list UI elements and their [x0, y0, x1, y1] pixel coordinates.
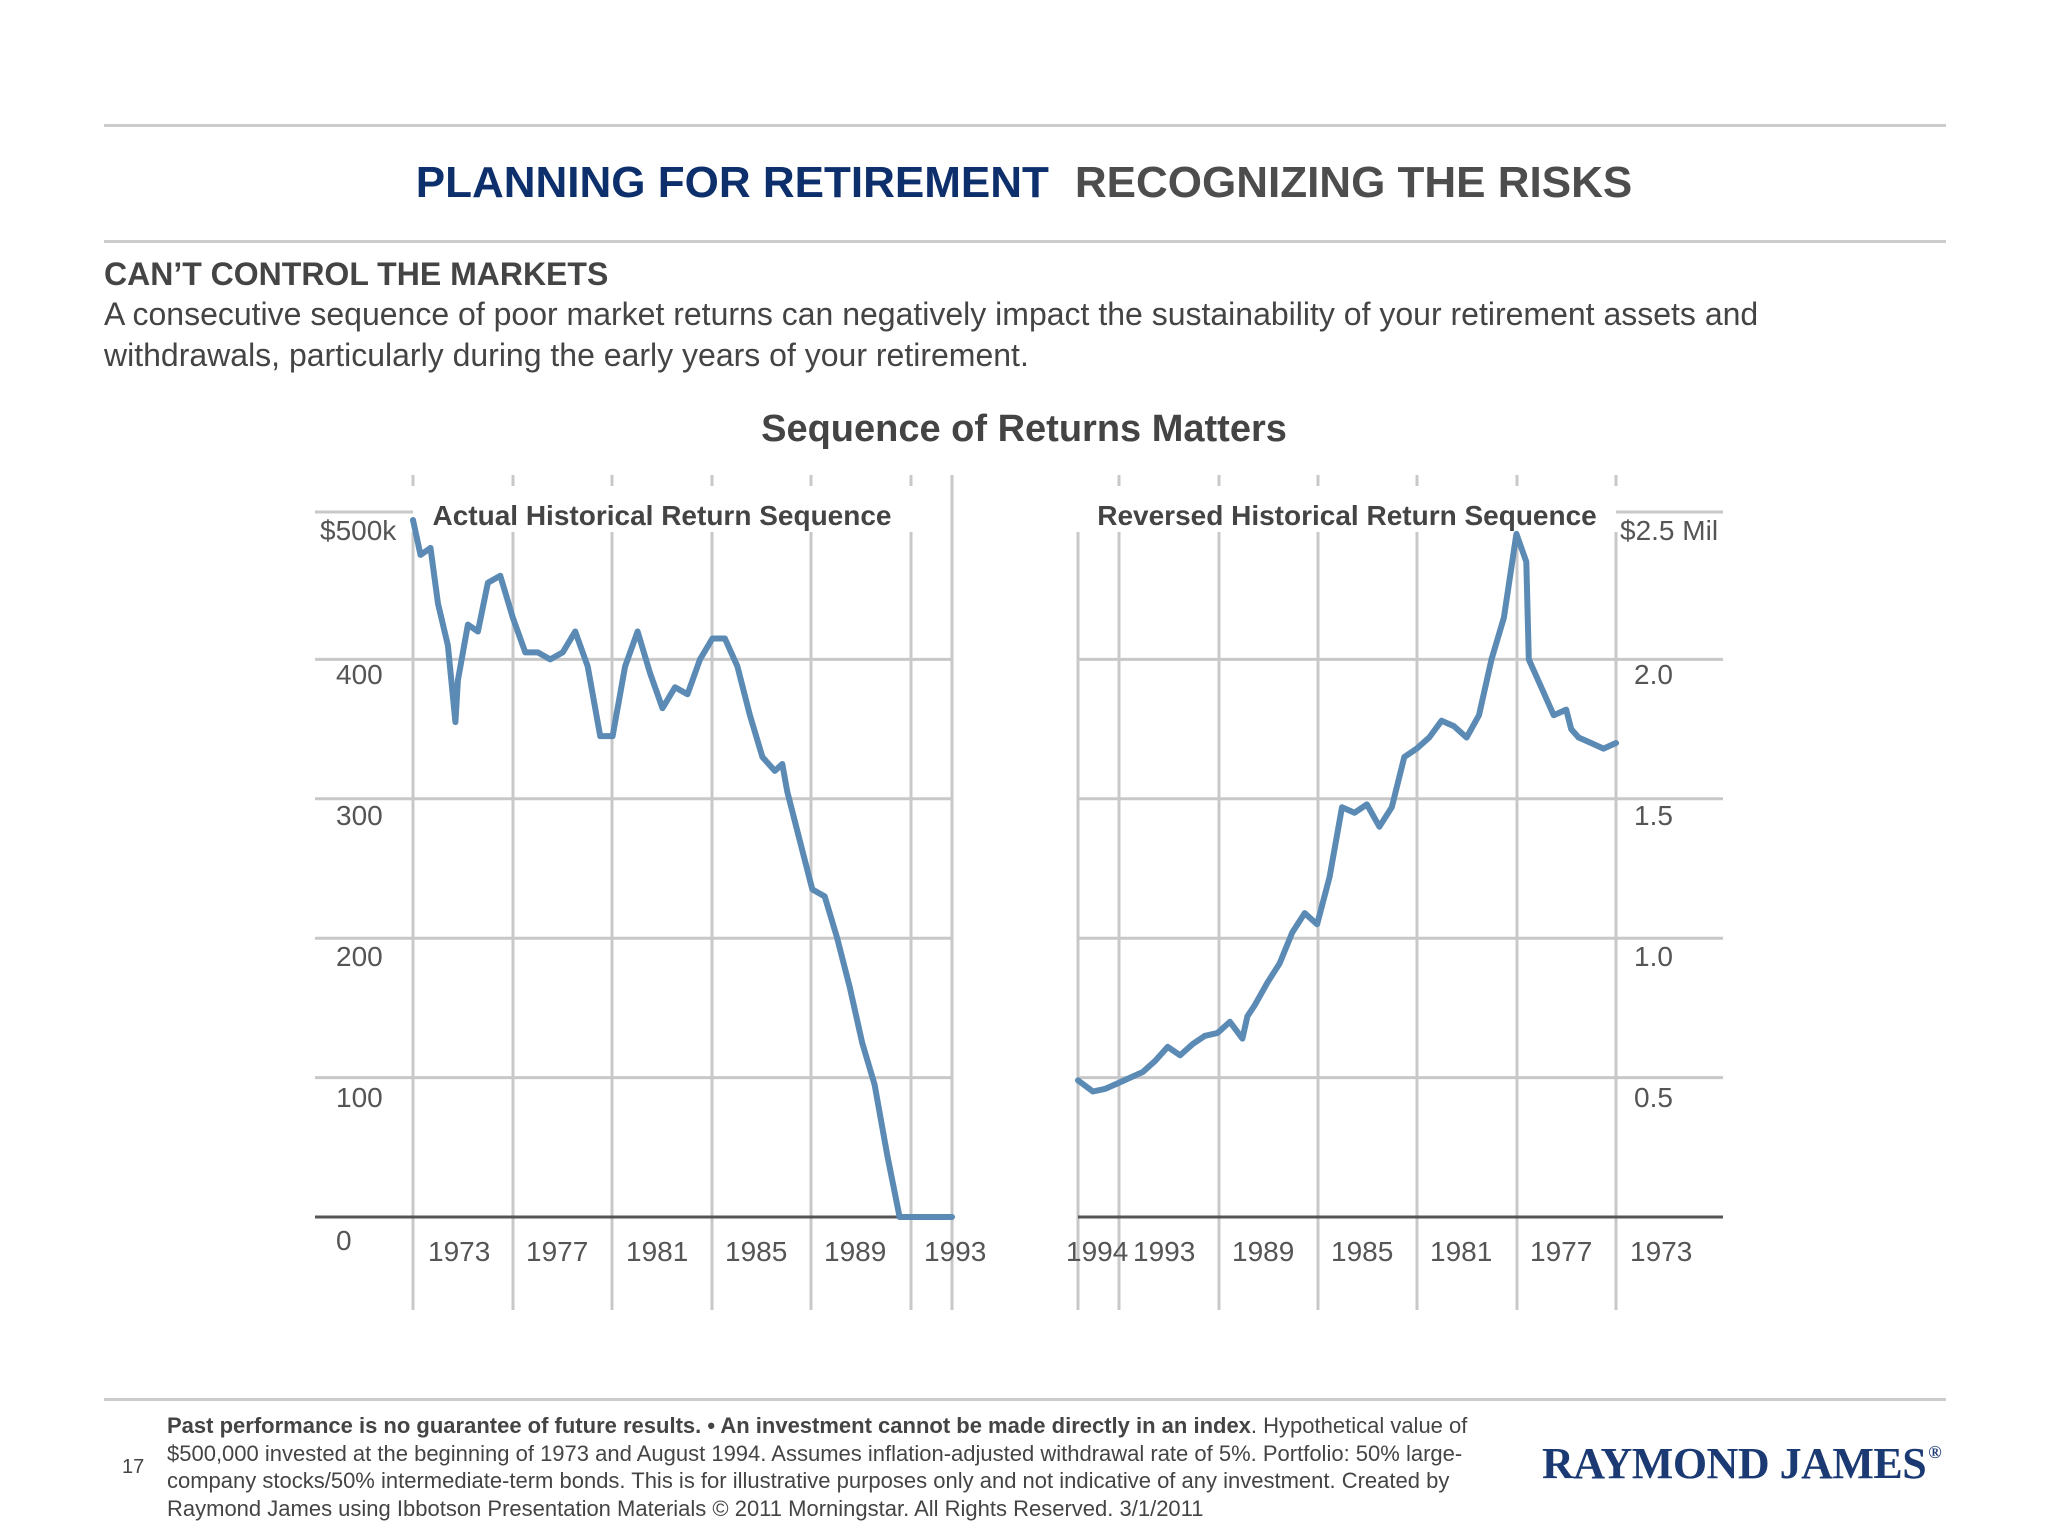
section-body: A consecutive sequence of poor market re…: [104, 296, 1759, 373]
right-panel-title: Reversed Historical Return Sequence: [1097, 500, 1597, 531]
left-y-tick-label: 0: [336, 1225, 352, 1256]
title-divider: [104, 240, 1946, 243]
right-x-tick-label: 1985: [1331, 1236, 1393, 1267]
left-y-tick-label: 200: [336, 941, 383, 972]
left-panel-title: Actual Historical Return Sequence: [432, 500, 891, 531]
title-secondary: RECOGNIZING THE RISKS: [1074, 158, 1633, 207]
right-x-tick-label: 1989: [1232, 1236, 1294, 1267]
footnote-body: . Hypothetical value of $500,000 investe…: [167, 1413, 1468, 1521]
left-series-line: [410, 517, 955, 1220]
footer-divider: [104, 1398, 1946, 1401]
right-x-tick-label: 1994: [1066, 1236, 1128, 1267]
left-x-tick-label: 1973: [428, 1236, 490, 1267]
left-y-tick-label: 300: [336, 800, 383, 831]
section-heading: CAN’T CONTROL THE MARKETS: [104, 256, 609, 292]
left-y-tick-label: $500k: [320, 515, 397, 546]
left-y-tick-label: 100: [336, 1082, 383, 1113]
left-x-tick-label: 1977: [526, 1236, 588, 1267]
right-x-tick-label: 1977: [1530, 1236, 1592, 1267]
right-y-tick-label: $2.5 Mil: [1620, 515, 1718, 546]
page-title: PLANNING FOR RETIREMENT RECOGNIZING THE R…: [0, 158, 2048, 208]
right-y-tick-label: 1.0: [1634, 941, 1673, 972]
right-y-tick-label: 2.0: [1634, 659, 1673, 690]
raymond-james-logo: RAYMOND JAMES ®: [1542, 1438, 1942, 1489]
right-x-tick-label: 1973: [1630, 1236, 1692, 1267]
left-x-tick-label: 1985: [725, 1236, 787, 1267]
right-y-tick-label: 1.5: [1634, 800, 1673, 831]
left-x-tick-label: 1981: [626, 1236, 688, 1267]
left-y-tick-label: 400: [336, 659, 383, 690]
title-primary: PLANNING FOR RETIREMENT: [415, 158, 1049, 207]
right-y-tick-label: 0.5: [1634, 1082, 1673, 1113]
logo-text: RAYMOND JAMES: [1542, 1439, 1927, 1488]
top-divider: [104, 124, 1946, 127]
right-x-tick-label: 1993: [1133, 1236, 1195, 1267]
left-x-tick-label: 1993: [924, 1236, 986, 1267]
footnote: Past performance is no guarantee of futu…: [167, 1412, 1527, 1522]
left-x-tick-label: 1989: [824, 1236, 886, 1267]
footnote-bold: Past performance is no guarantee of futu…: [167, 1413, 1251, 1438]
registered-mark: ®: [1928, 1442, 1942, 1462]
right-series-line: [1075, 530, 1619, 1095]
page-number: 17: [122, 1456, 145, 1478]
right-x-tick-label: 1981: [1430, 1236, 1492, 1267]
chart-title: Sequence of Returns Matters: [761, 408, 1287, 450]
